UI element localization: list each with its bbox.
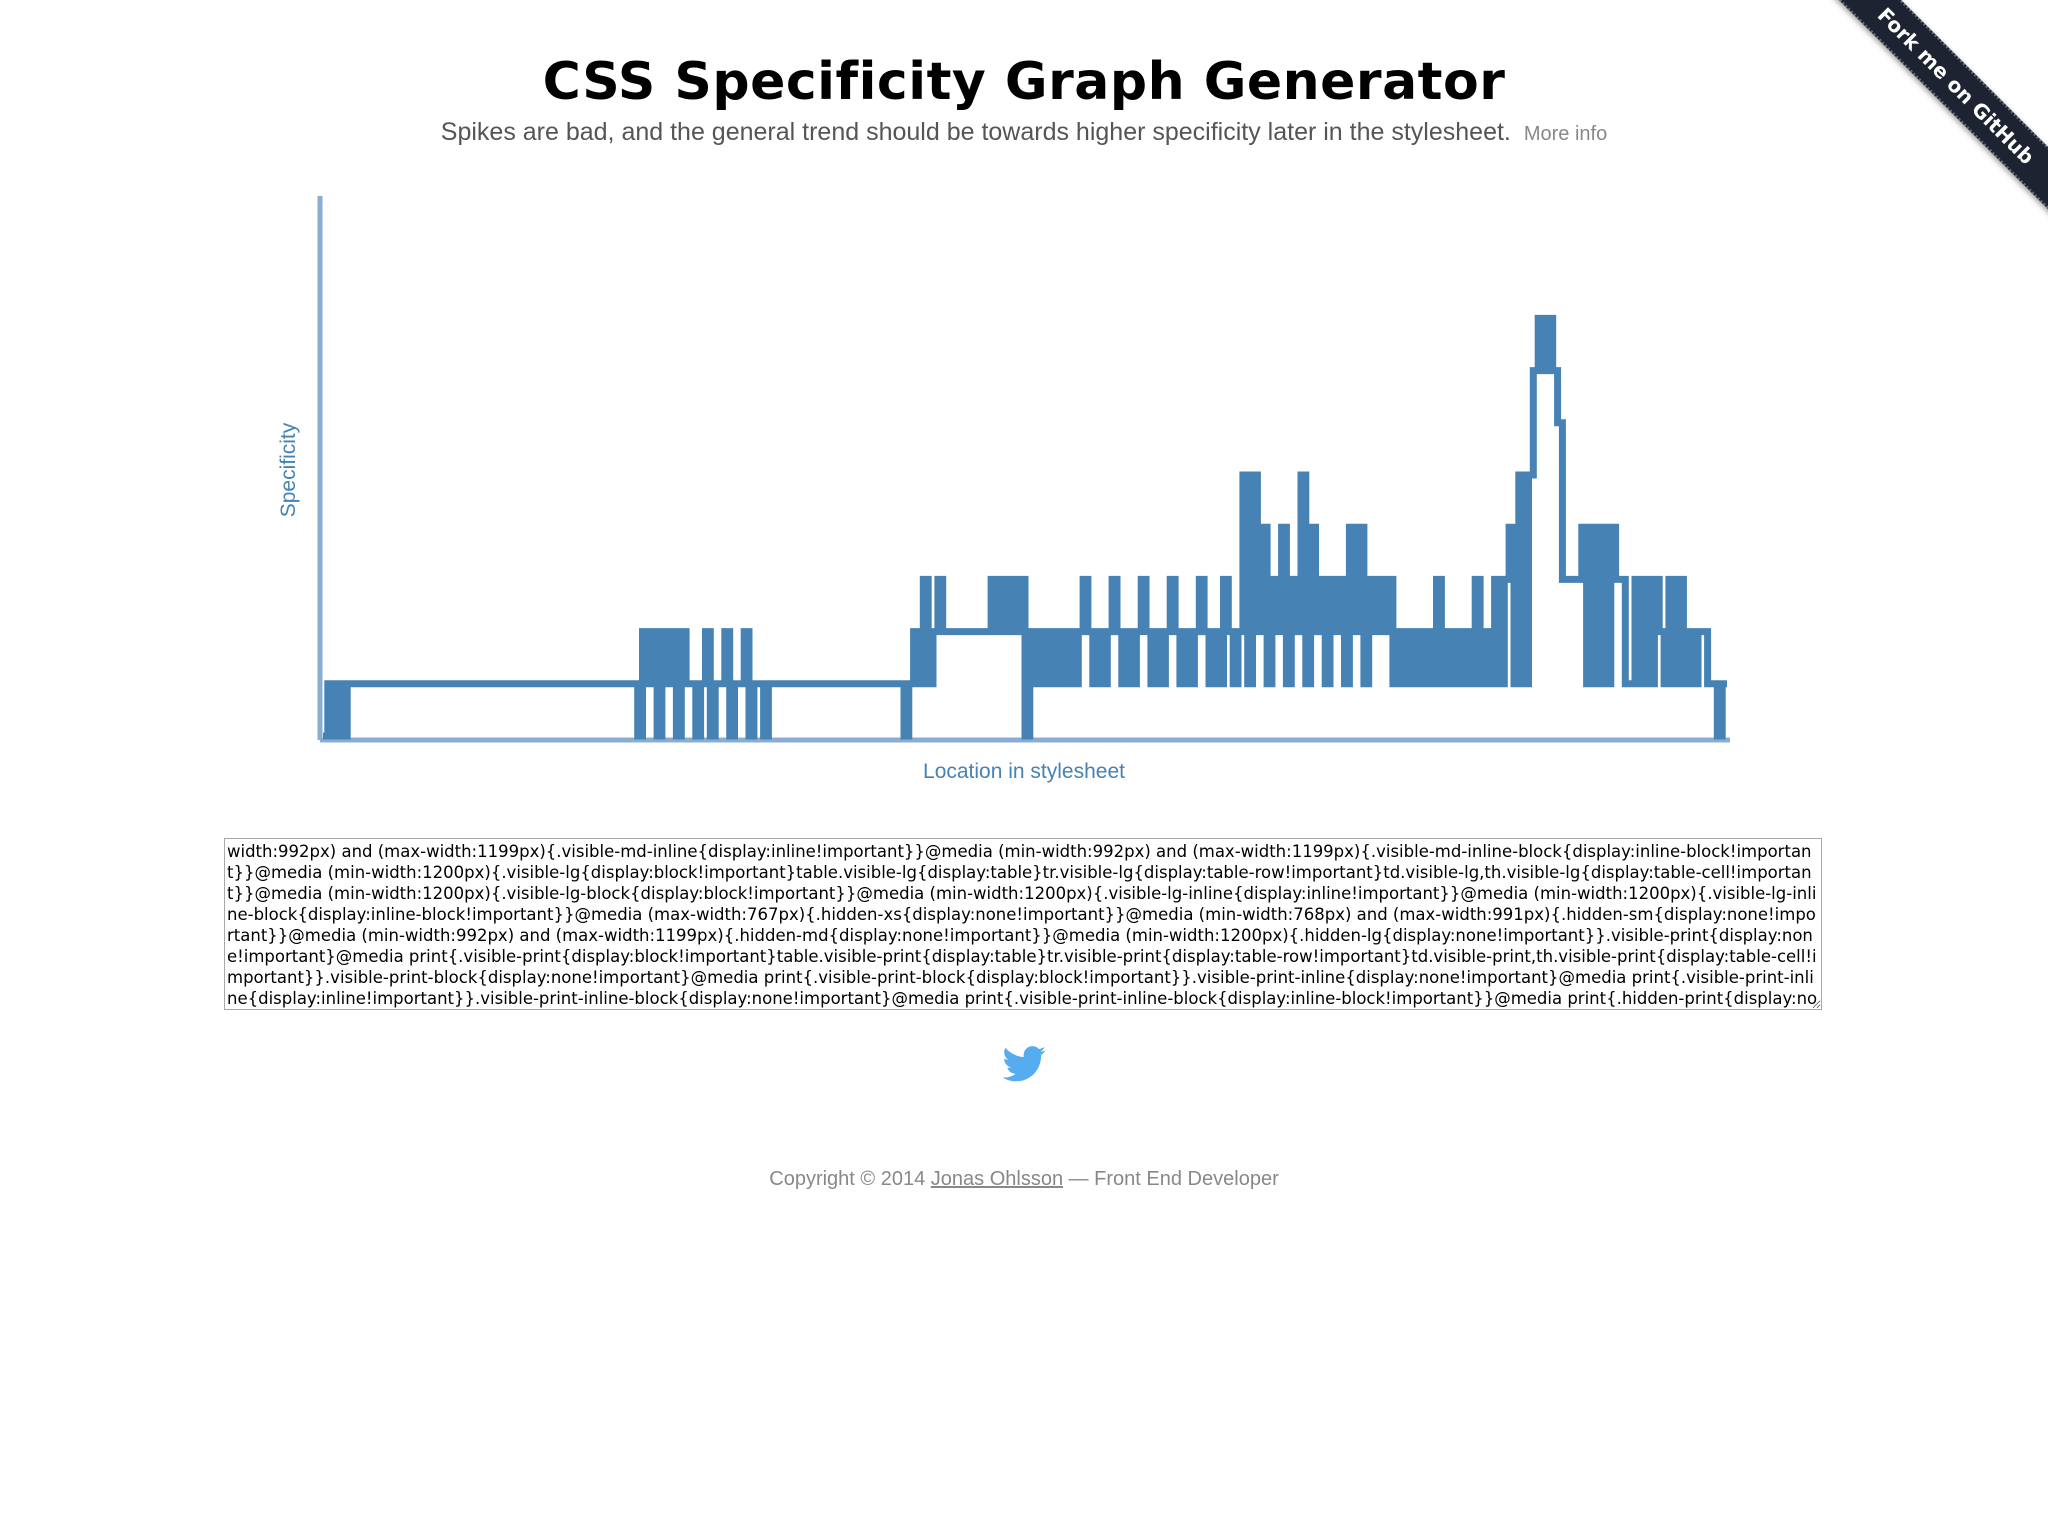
footer: Copyright © 2014 Jonas Ohlsson — Front E… bbox=[0, 1168, 2048, 1191]
axes bbox=[317, 196, 1730, 743]
specificity-line bbox=[323, 314, 1727, 740]
github-ribbon: Fork me on GitHub bbox=[1818, 0, 2048, 230]
twitter-icon[interactable] bbox=[1002, 1046, 1046, 1082]
page-title: CSS Specificity Graph Generator bbox=[542, 52, 1506, 112]
author-link[interactable]: Jonas Ohlsson bbox=[930, 1168, 1064, 1190]
css-input[interactable] bbox=[224, 838, 1822, 1010]
subtitle-text: Spikes are bad, and the general trend sh… bbox=[440, 118, 1511, 146]
footer-copyright: Copyright © 2014 bbox=[769, 1168, 926, 1190]
y-axis-label: Specificity bbox=[277, 422, 300, 517]
series bbox=[323, 314, 1727, 740]
specificity-graph: Specificity Location in stylesheet bbox=[277, 196, 1730, 783]
x-axis-label: Location in stylesheet bbox=[923, 760, 1125, 783]
more-info-link[interactable]: More info bbox=[1523, 123, 1608, 145]
page-subtitle: Spikes are bad, and the general trend sh… bbox=[0, 118, 2048, 147]
footer-role: — Front End Developer bbox=[1068, 1168, 1279, 1190]
